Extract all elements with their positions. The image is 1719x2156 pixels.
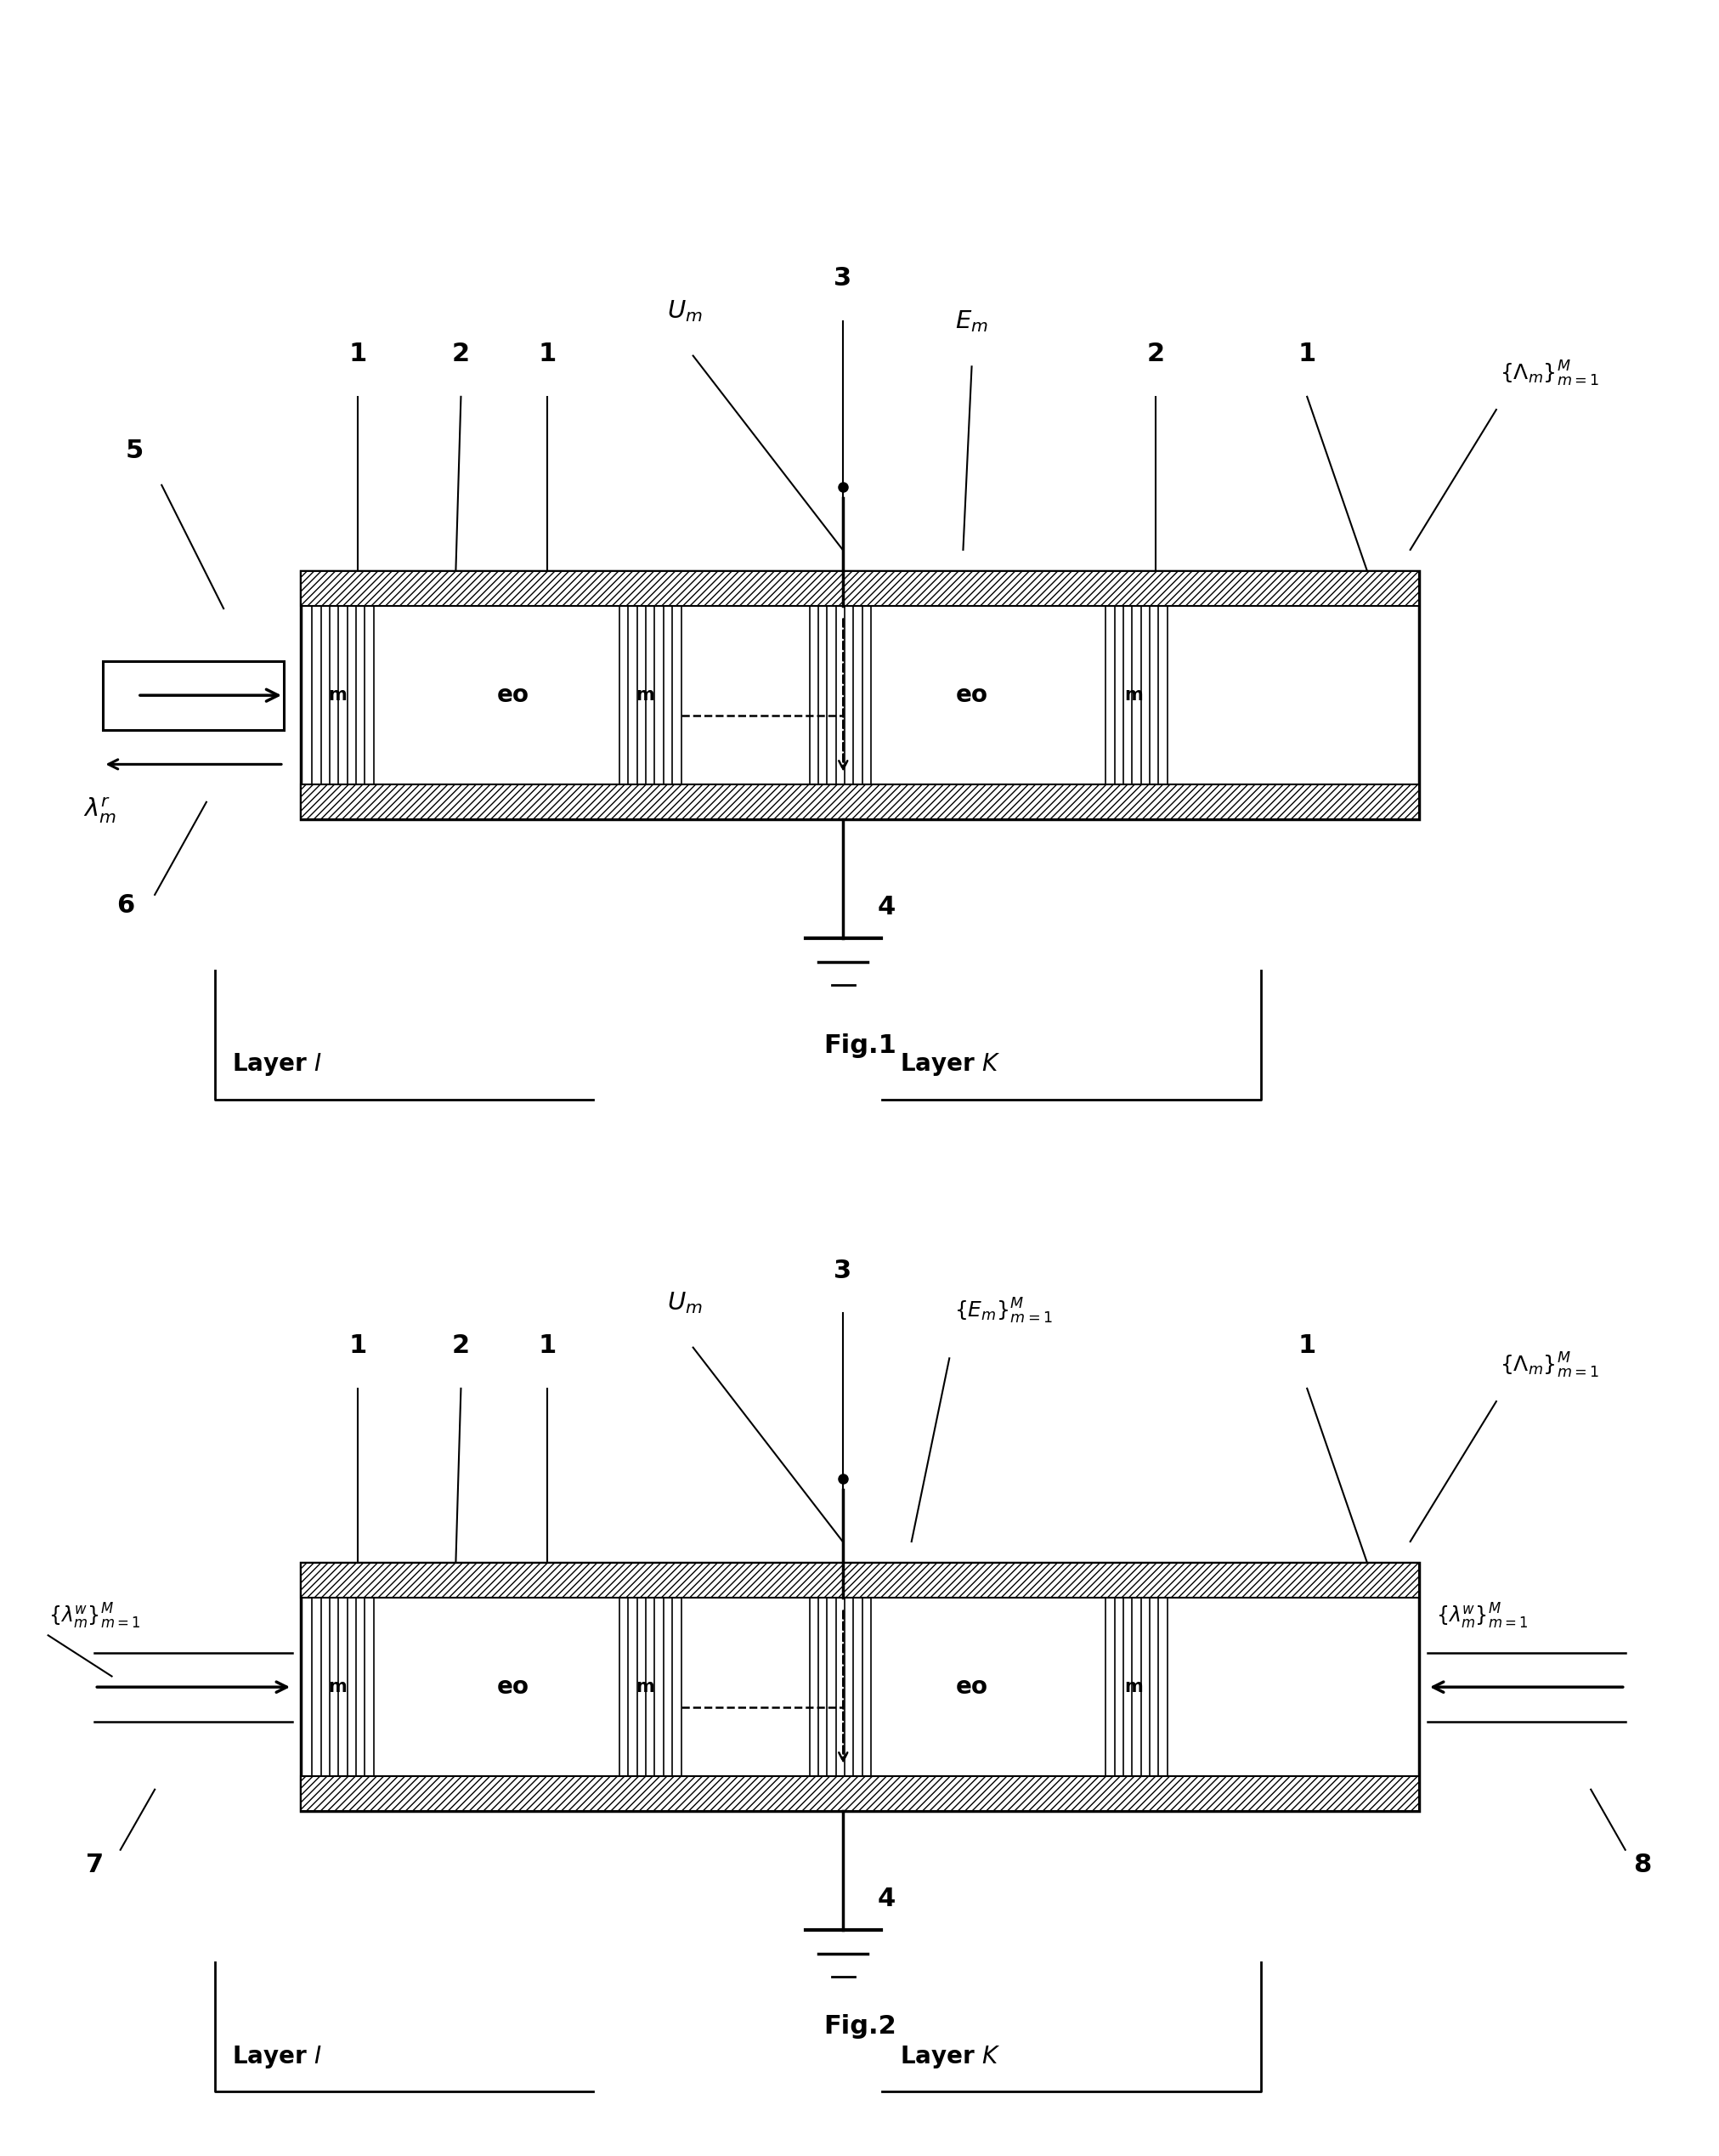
Text: 2: 2: [452, 343, 469, 367]
Text: Fig.2: Fig.2: [823, 2014, 896, 2040]
Text: 1: 1: [538, 1335, 555, 1358]
Text: eo: eo: [497, 683, 529, 707]
Text: 1: 1: [1298, 1335, 1315, 1358]
Text: 5: 5: [125, 440, 143, 464]
Bar: [301, 1563, 1418, 1811]
Text: 1: 1: [349, 1335, 366, 1358]
Text: $\lambda_m^r$: $\lambda_m^r$: [83, 796, 117, 826]
Text: m: m: [328, 1680, 347, 1695]
Bar: [301, 785, 1418, 819]
Text: Fig.1: Fig.1: [823, 1033, 896, 1059]
Text: 6: 6: [117, 893, 134, 918]
Text: 1: 1: [349, 343, 366, 367]
Text: eo: eo: [497, 1675, 529, 1699]
Bar: [301, 1563, 1418, 1598]
Text: Layer $I$: Layer $I$: [232, 1052, 321, 1078]
Text: m: m: [328, 688, 347, 703]
Text: 2: 2: [1147, 343, 1164, 367]
Text: $\{E_m\}_{m=1}^M$: $\{E_m\}_{m=1}^M$: [954, 1298, 1052, 1326]
Bar: [301, 1777, 1418, 1811]
Text: 4: 4: [877, 1886, 896, 1910]
Text: 3: 3: [834, 267, 851, 291]
Text: $U_m$: $U_m$: [667, 1289, 701, 1315]
Text: eo: eo: [956, 683, 987, 707]
Text: Layer $K$: Layer $K$: [899, 2044, 1000, 2070]
Text: $U_m$: $U_m$: [667, 298, 701, 323]
Text: 8: 8: [1633, 1852, 1650, 1878]
Text: 7: 7: [86, 1852, 103, 1878]
Text: eo: eo: [956, 1675, 987, 1699]
Text: 2: 2: [452, 1335, 469, 1358]
Text: $\{\Lambda_m\}_{m=1}^M$: $\{\Lambda_m\}_{m=1}^M$: [1499, 360, 1599, 388]
Text: $\{\Lambda_m\}_{m=1}^M$: $\{\Lambda_m\}_{m=1}^M$: [1499, 1352, 1599, 1380]
Text: 1: 1: [1298, 343, 1315, 367]
Text: m: m: [636, 1680, 655, 1695]
Text: Layer $K$: Layer $K$: [899, 1052, 1000, 1078]
Text: 3: 3: [834, 1259, 851, 1283]
Text: Layer $I$: Layer $I$: [232, 2044, 321, 2070]
Text: $\{\lambda_m^w\}_{m=1}^M$: $\{\lambda_m^w\}_{m=1}^M$: [1435, 1602, 1528, 1630]
Text: $\{\lambda_m^w\}_{m=1}^M$: $\{\lambda_m^w\}_{m=1}^M$: [48, 1602, 141, 1630]
Polygon shape: [103, 660, 284, 729]
Text: m: m: [636, 688, 655, 703]
Text: m: m: [1124, 1680, 1143, 1695]
Bar: [301, 571, 1418, 606]
Text: m: m: [1124, 688, 1143, 703]
Text: 1: 1: [538, 343, 555, 367]
Text: 4: 4: [877, 895, 896, 918]
Bar: [301, 571, 1418, 819]
Text: $E_m$: $E_m$: [954, 308, 988, 334]
